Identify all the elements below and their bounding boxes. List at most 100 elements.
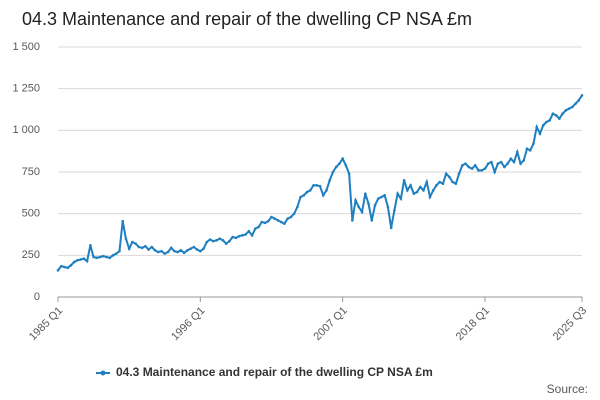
point: [85, 259, 89, 263]
point: [516, 150, 519, 154]
point: [519, 162, 522, 165]
point: [480, 169, 484, 172]
point: [166, 250, 170, 254]
point: [431, 189, 435, 192]
point: [380, 195, 383, 199]
point: [237, 234, 241, 238]
legend-label: 04.3 Maintenance and repair of the dwell…: [116, 365, 433, 379]
point: [467, 165, 471, 169]
point: [315, 184, 319, 187]
x-tick-label: 1996 Q1: [169, 305, 207, 343]
point: [205, 240, 209, 244]
point: [558, 117, 561, 120]
point: [461, 164, 464, 167]
point: [308, 189, 312, 192]
point: [302, 194, 306, 197]
point: [406, 189, 409, 192]
point: [425, 180, 429, 184]
y-tick-label: 750: [22, 166, 40, 178]
point: [522, 159, 526, 162]
point: [528, 149, 532, 152]
point: [224, 242, 228, 245]
point: [473, 164, 477, 167]
point: [140, 246, 144, 250]
y-tick-label: 1 250: [12, 83, 40, 95]
point: [464, 162, 467, 165]
x-tick-label: 2025 Q3: [551, 305, 589, 343]
point: [79, 258, 82, 261]
point: [580, 94, 584, 97]
point: [144, 244, 147, 248]
point: [376, 197, 380, 200]
point: [415, 190, 419, 194]
point: [444, 172, 448, 175]
point: [477, 169, 480, 172]
point: [490, 160, 493, 164]
point: [457, 172, 461, 175]
point: [208, 238, 212, 241]
point: [470, 167, 474, 170]
point: [156, 250, 160, 254]
point: [396, 192, 399, 195]
point: [63, 265, 66, 269]
point: [215, 239, 218, 242]
point: [328, 179, 332, 182]
point: [574, 102, 577, 105]
point: [257, 225, 260, 229]
point: [228, 239, 231, 243]
point: [173, 249, 176, 253]
point: [503, 165, 506, 169]
point: [283, 222, 286, 225]
point: [486, 162, 490, 165]
point: [483, 167, 487, 170]
point: [147, 248, 150, 251]
point: [69, 264, 73, 267]
point: [347, 172, 351, 175]
point: [169, 246, 173, 250]
point: [551, 112, 555, 115]
point: [263, 221, 267, 225]
point: [438, 180, 441, 184]
point: [92, 255, 95, 259]
point: [98, 255, 102, 259]
point: [360, 210, 364, 214]
point: [76, 259, 79, 262]
point: [101, 254, 105, 258]
source: Source:: [547, 382, 588, 396]
point: [393, 209, 396, 212]
point: [254, 227, 257, 230]
point: [176, 250, 179, 254]
point: [451, 180, 454, 184]
point: [124, 237, 128, 240]
point: [127, 247, 131, 250]
point: [448, 175, 451, 179]
point: [318, 184, 322, 188]
point: [299, 195, 302, 199]
point: [441, 182, 445, 185]
point: [289, 215, 293, 219]
point: [386, 205, 390, 209]
point: [554, 114, 558, 117]
point: [525, 147, 529, 150]
point: [150, 245, 154, 249]
point: [218, 237, 222, 240]
point: [66, 266, 70, 270]
point: [383, 194, 386, 197]
point: [286, 217, 289, 220]
point: [292, 212, 296, 215]
point: [367, 202, 370, 205]
point: [279, 220, 283, 224]
point: [82, 257, 86, 260]
point: [163, 252, 167, 255]
point: [202, 247, 205, 250]
point: [399, 197, 403, 200]
point: [131, 240, 134, 244]
point: [570, 105, 574, 109]
point: [541, 124, 545, 127]
point: [137, 245, 141, 249]
point: [341, 157, 344, 160]
point: [496, 162, 500, 165]
point: [211, 239, 215, 243]
point: [499, 160, 503, 164]
y-tick-label: 1 500: [12, 41, 40, 53]
